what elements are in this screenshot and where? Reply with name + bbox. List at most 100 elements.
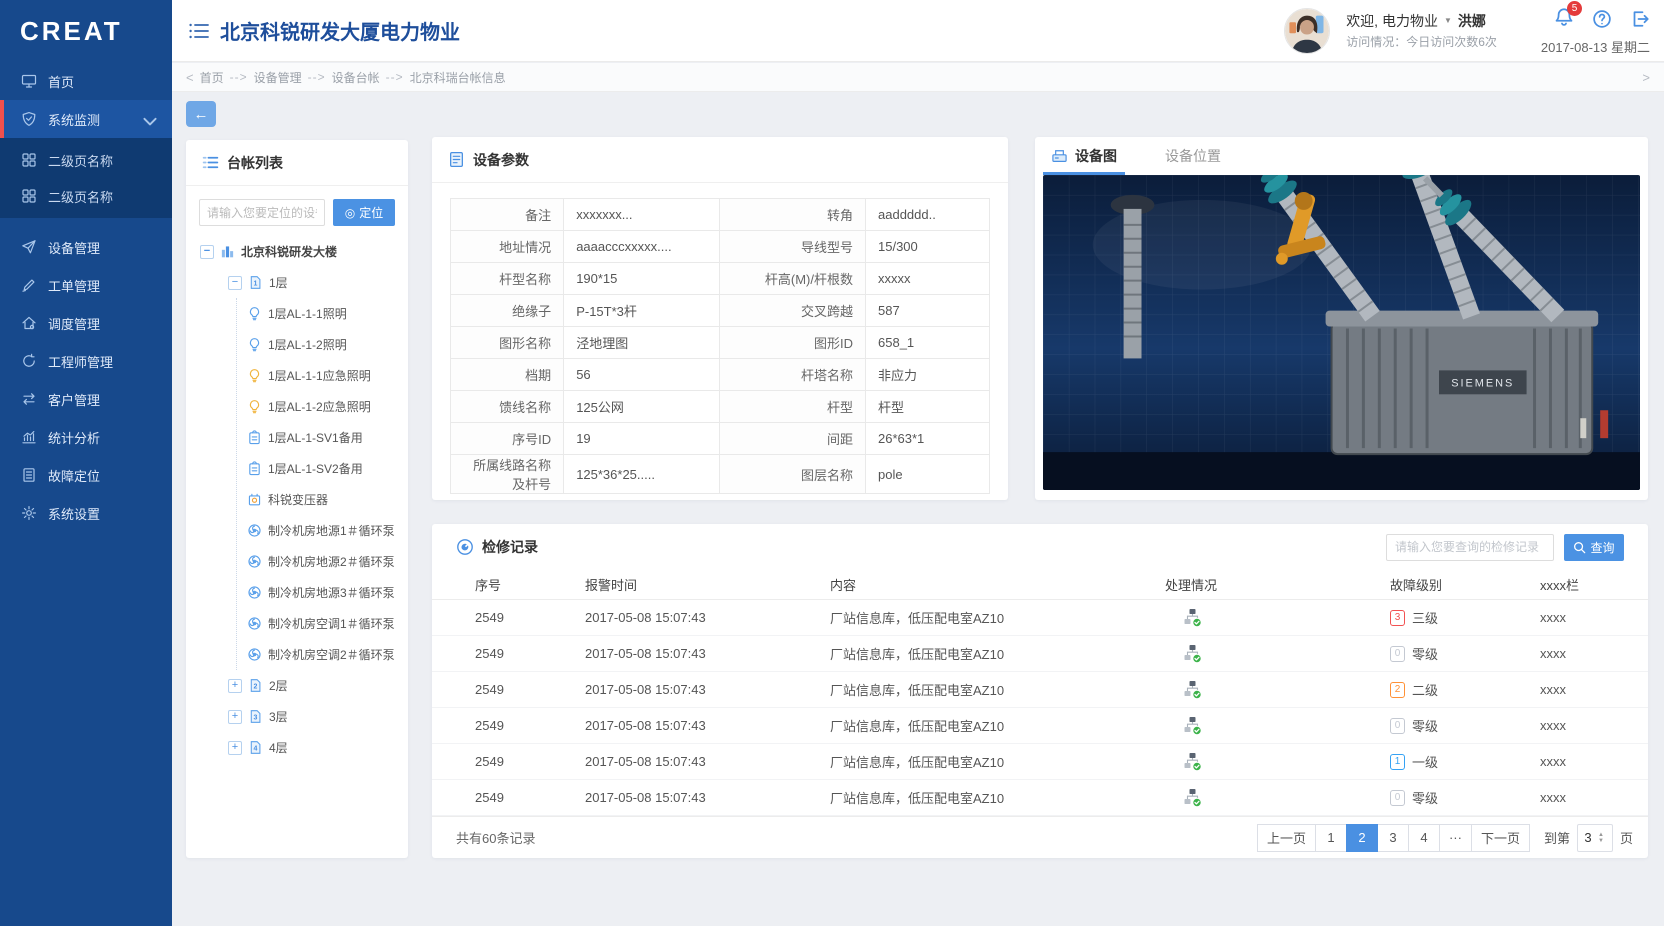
page-ellipsis[interactable]: ··· bbox=[1438, 823, 1472, 852]
breadcrumb-item[interactable]: 设备管理 bbox=[253, 70, 302, 85]
query-button[interactable]: 查询 bbox=[1564, 533, 1624, 561]
avatar[interactable] bbox=[1284, 8, 1331, 54]
sidebar-item-dispatch-mgmt[interactable]: 调度管理 bbox=[0, 304, 172, 342]
transformer-icon bbox=[248, 493, 261, 506]
bulb-icon bbox=[249, 338, 260, 352]
page-button-1[interactable]: 1 bbox=[1314, 823, 1347, 852]
bulb-icon bbox=[249, 307, 260, 321]
emergency-bulb-icon bbox=[249, 369, 260, 383]
tree-leaf-device[interactable]: 1层AL-1-1照明 bbox=[247, 298, 408, 329]
level-icon: 3 bbox=[1390, 609, 1405, 626]
tree-leaf-label: 制冷机房空调2＃循环泵 bbox=[268, 648, 395, 662]
spin-down-icon[interactable]: ▼ bbox=[1597, 837, 1604, 844]
tree-node-floor-3[interactable]: + 3 3层 bbox=[186, 701, 408, 732]
tree-leaf-label: 1层AL-1-SV1备用 bbox=[268, 431, 363, 445]
goto-page-stepper[interactable]: ▲▼ bbox=[1576, 823, 1613, 852]
tree-leaf-device[interactable]: 制冷机房空调1＃循环泵 bbox=[247, 608, 408, 639]
tree-leaf-label: 制冷机房地源1＃循环泵 bbox=[268, 524, 395, 538]
tree-leaf-device[interactable]: 制冷机房空调2＃循环泵 bbox=[247, 639, 408, 670]
expand-icon[interactable]: + bbox=[228, 740, 242, 755]
breadcrumb-item[interactable]: 北京科瑞台帐信息 bbox=[409, 70, 506, 85]
collapse-icon[interactable]: − bbox=[200, 244, 214, 259]
table-row[interactable]: 2549 2017-05-08 15:07:43 厂站信息库，低压配电室AZ10… bbox=[432, 708, 1648, 744]
tree-leaf-device[interactable]: 1层AL-1-2应急照明 bbox=[247, 391, 408, 422]
page-button-2-active[interactable]: 2 bbox=[1345, 823, 1378, 852]
breadcrumb-back-icon[interactable]: < bbox=[186, 69, 194, 85]
sidebar-item-subpage-2[interactable]: 二级页名称 bbox=[0, 178, 172, 214]
breadcrumb-item[interactable]: 设备台帐 bbox=[331, 70, 380, 85]
sidebar-item-device-mgmt[interactable]: 设备管理 bbox=[0, 228, 172, 266]
records-search-input[interactable] bbox=[1386, 533, 1554, 561]
level-icon: 0 bbox=[1390, 717, 1405, 734]
help-icon[interactable] bbox=[1592, 9, 1612, 29]
menu-list-icon[interactable] bbox=[188, 20, 210, 42]
expand-icon[interactable]: + bbox=[228, 678, 242, 693]
tree-leaf-device[interactable]: 1层AL-1-SV2备用 bbox=[247, 453, 408, 484]
tree-node-floor-4[interactable]: + 4 4层 bbox=[186, 732, 408, 763]
collapse-icon[interactable]: − bbox=[228, 275, 242, 290]
tree-leaf-device[interactable]: 1层AL-1-1应急照明 bbox=[247, 360, 408, 391]
building-icon bbox=[221, 246, 234, 258]
grid-icon bbox=[22, 189, 36, 203]
floor-doc-icon: 4 bbox=[250, 741, 261, 754]
tree-node-floor-1[interactable]: − 1 1层 bbox=[186, 267, 408, 298]
sidebar-item-customer-mgmt[interactable]: 客户管理 bbox=[0, 380, 172, 418]
next-page-button[interactable]: 下一页 bbox=[1470, 823, 1530, 852]
process-status-icon bbox=[1184, 753, 1202, 771]
pump-fan-icon bbox=[248, 617, 261, 630]
home-icon bbox=[22, 316, 36, 330]
tree-node-label: 4层 bbox=[269, 741, 288, 755]
sidebar-item-home[interactable]: 首页 bbox=[0, 62, 172, 100]
tree-leaf-device[interactable]: 科锐变压器 bbox=[247, 484, 408, 515]
table-row[interactable]: 2549 2017-05-08 15:07:43 厂站信息库，低压配电室AZ10… bbox=[432, 780, 1648, 816]
sidebar-item-label: 客户管理 bbox=[48, 392, 101, 408]
table-row[interactable]: 2549 2017-05-08 15:07:43 厂站信息库，低压配电室AZ10… bbox=[432, 636, 1648, 672]
pagination: 上一页 1 2 3 4 ··· 下一页 bbox=[1256, 823, 1530, 852]
tree-leaf-device[interactable]: 1层AL-1-2照明 bbox=[247, 329, 408, 360]
table-row[interactable]: 2549 2017-05-08 15:07:43 厂站信息库，低压配电室AZ10… bbox=[432, 744, 1648, 780]
floor-doc-icon: 1 bbox=[250, 276, 261, 289]
process-status-icon bbox=[1184, 789, 1202, 807]
tree-leaf-label: 1层AL-1-2应急照明 bbox=[268, 400, 371, 414]
sidebar-item-engineer-mgmt[interactable]: 工程师管理 bbox=[0, 342, 172, 380]
prev-page-button[interactable]: 上一页 bbox=[1256, 823, 1316, 852]
breadcrumb-item[interactable]: 首页 bbox=[199, 70, 224, 85]
sidebar-item-fault-locate[interactable]: 故障定位 bbox=[0, 456, 172, 494]
expand-icon[interactable]: + bbox=[228, 709, 242, 724]
breadcrumb-forward-icon[interactable]: > bbox=[1642, 69, 1650, 85]
caret-down-icon[interactable]: ▼ bbox=[1443, 15, 1452, 25]
logout-icon[interactable] bbox=[1630, 9, 1650, 29]
device-tree: − 北京科锐研发大楼 − 1 1层 1层AL-1-1照明 1层AL-1-2照明 … bbox=[186, 232, 408, 763]
tree-leaf-device[interactable]: 1层AL-1-SV1备用 bbox=[247, 422, 408, 453]
tree-leaf-device[interactable]: 制冷机房地源3＃循环泵 bbox=[247, 577, 408, 608]
locate-button[interactable]: ◎ 定位 bbox=[333, 199, 395, 226]
col-header: 故障级别 bbox=[1390, 578, 1443, 593]
sidebar-item-workorder-mgmt[interactable]: 工单管理 bbox=[0, 266, 172, 304]
sidebar-item-system-monitor[interactable]: 系统监测 bbox=[0, 100, 172, 138]
tab-device-location[interactable]: 设备位置 bbox=[1165, 146, 1221, 175]
process-status-icon bbox=[1184, 645, 1202, 663]
tree-leaf-device[interactable]: 制冷机房地源2＃循环泵 bbox=[247, 546, 408, 577]
tree-leaf-device[interactable]: 制冷机房地源1＃循环泵 bbox=[247, 515, 408, 546]
page-button-4[interactable]: 4 bbox=[1407, 823, 1440, 852]
sidebar-item-stats-analysis[interactable]: 统计分析 bbox=[0, 418, 172, 456]
level-icon: 0 bbox=[1390, 789, 1405, 806]
col-header: 处理情况 bbox=[1165, 578, 1218, 593]
back-button[interactable]: ← bbox=[186, 101, 216, 127]
table-row[interactable]: 2549 2017-05-08 15:07:43 厂站信息库，低压配电室AZ10… bbox=[432, 672, 1648, 708]
table-row[interactable]: 2549 2017-05-08 15:07:43 厂站信息库，低压配电室AZ10… bbox=[432, 600, 1648, 636]
notification-badge: 5 bbox=[1567, 0, 1582, 16]
username[interactable]: 洪娜 bbox=[1457, 12, 1486, 29]
tree-node-building[interactable]: − 北京科锐研发大楼 bbox=[186, 236, 408, 267]
locate-device-input[interactable] bbox=[199, 199, 325, 226]
spin-up-icon[interactable]: ▲ bbox=[1597, 831, 1604, 838]
tree-node-floor-2[interactable]: + 2 2层 bbox=[186, 670, 408, 701]
tab-device-image[interactable]: 设备图 bbox=[1043, 146, 1125, 175]
page-button-3[interactable]: 3 bbox=[1376, 823, 1409, 852]
pump-fan-icon bbox=[248, 555, 261, 568]
sidebar-item-system-settings[interactable]: 系统设置 bbox=[0, 494, 172, 532]
notifications-button[interactable]: 5 bbox=[1554, 0, 1582, 32]
goto-page-input[interactable] bbox=[1577, 830, 1598, 845]
search-icon bbox=[1574, 541, 1586, 553]
sidebar-item-subpage-1[interactable]: 二级页名称 bbox=[0, 142, 172, 178]
